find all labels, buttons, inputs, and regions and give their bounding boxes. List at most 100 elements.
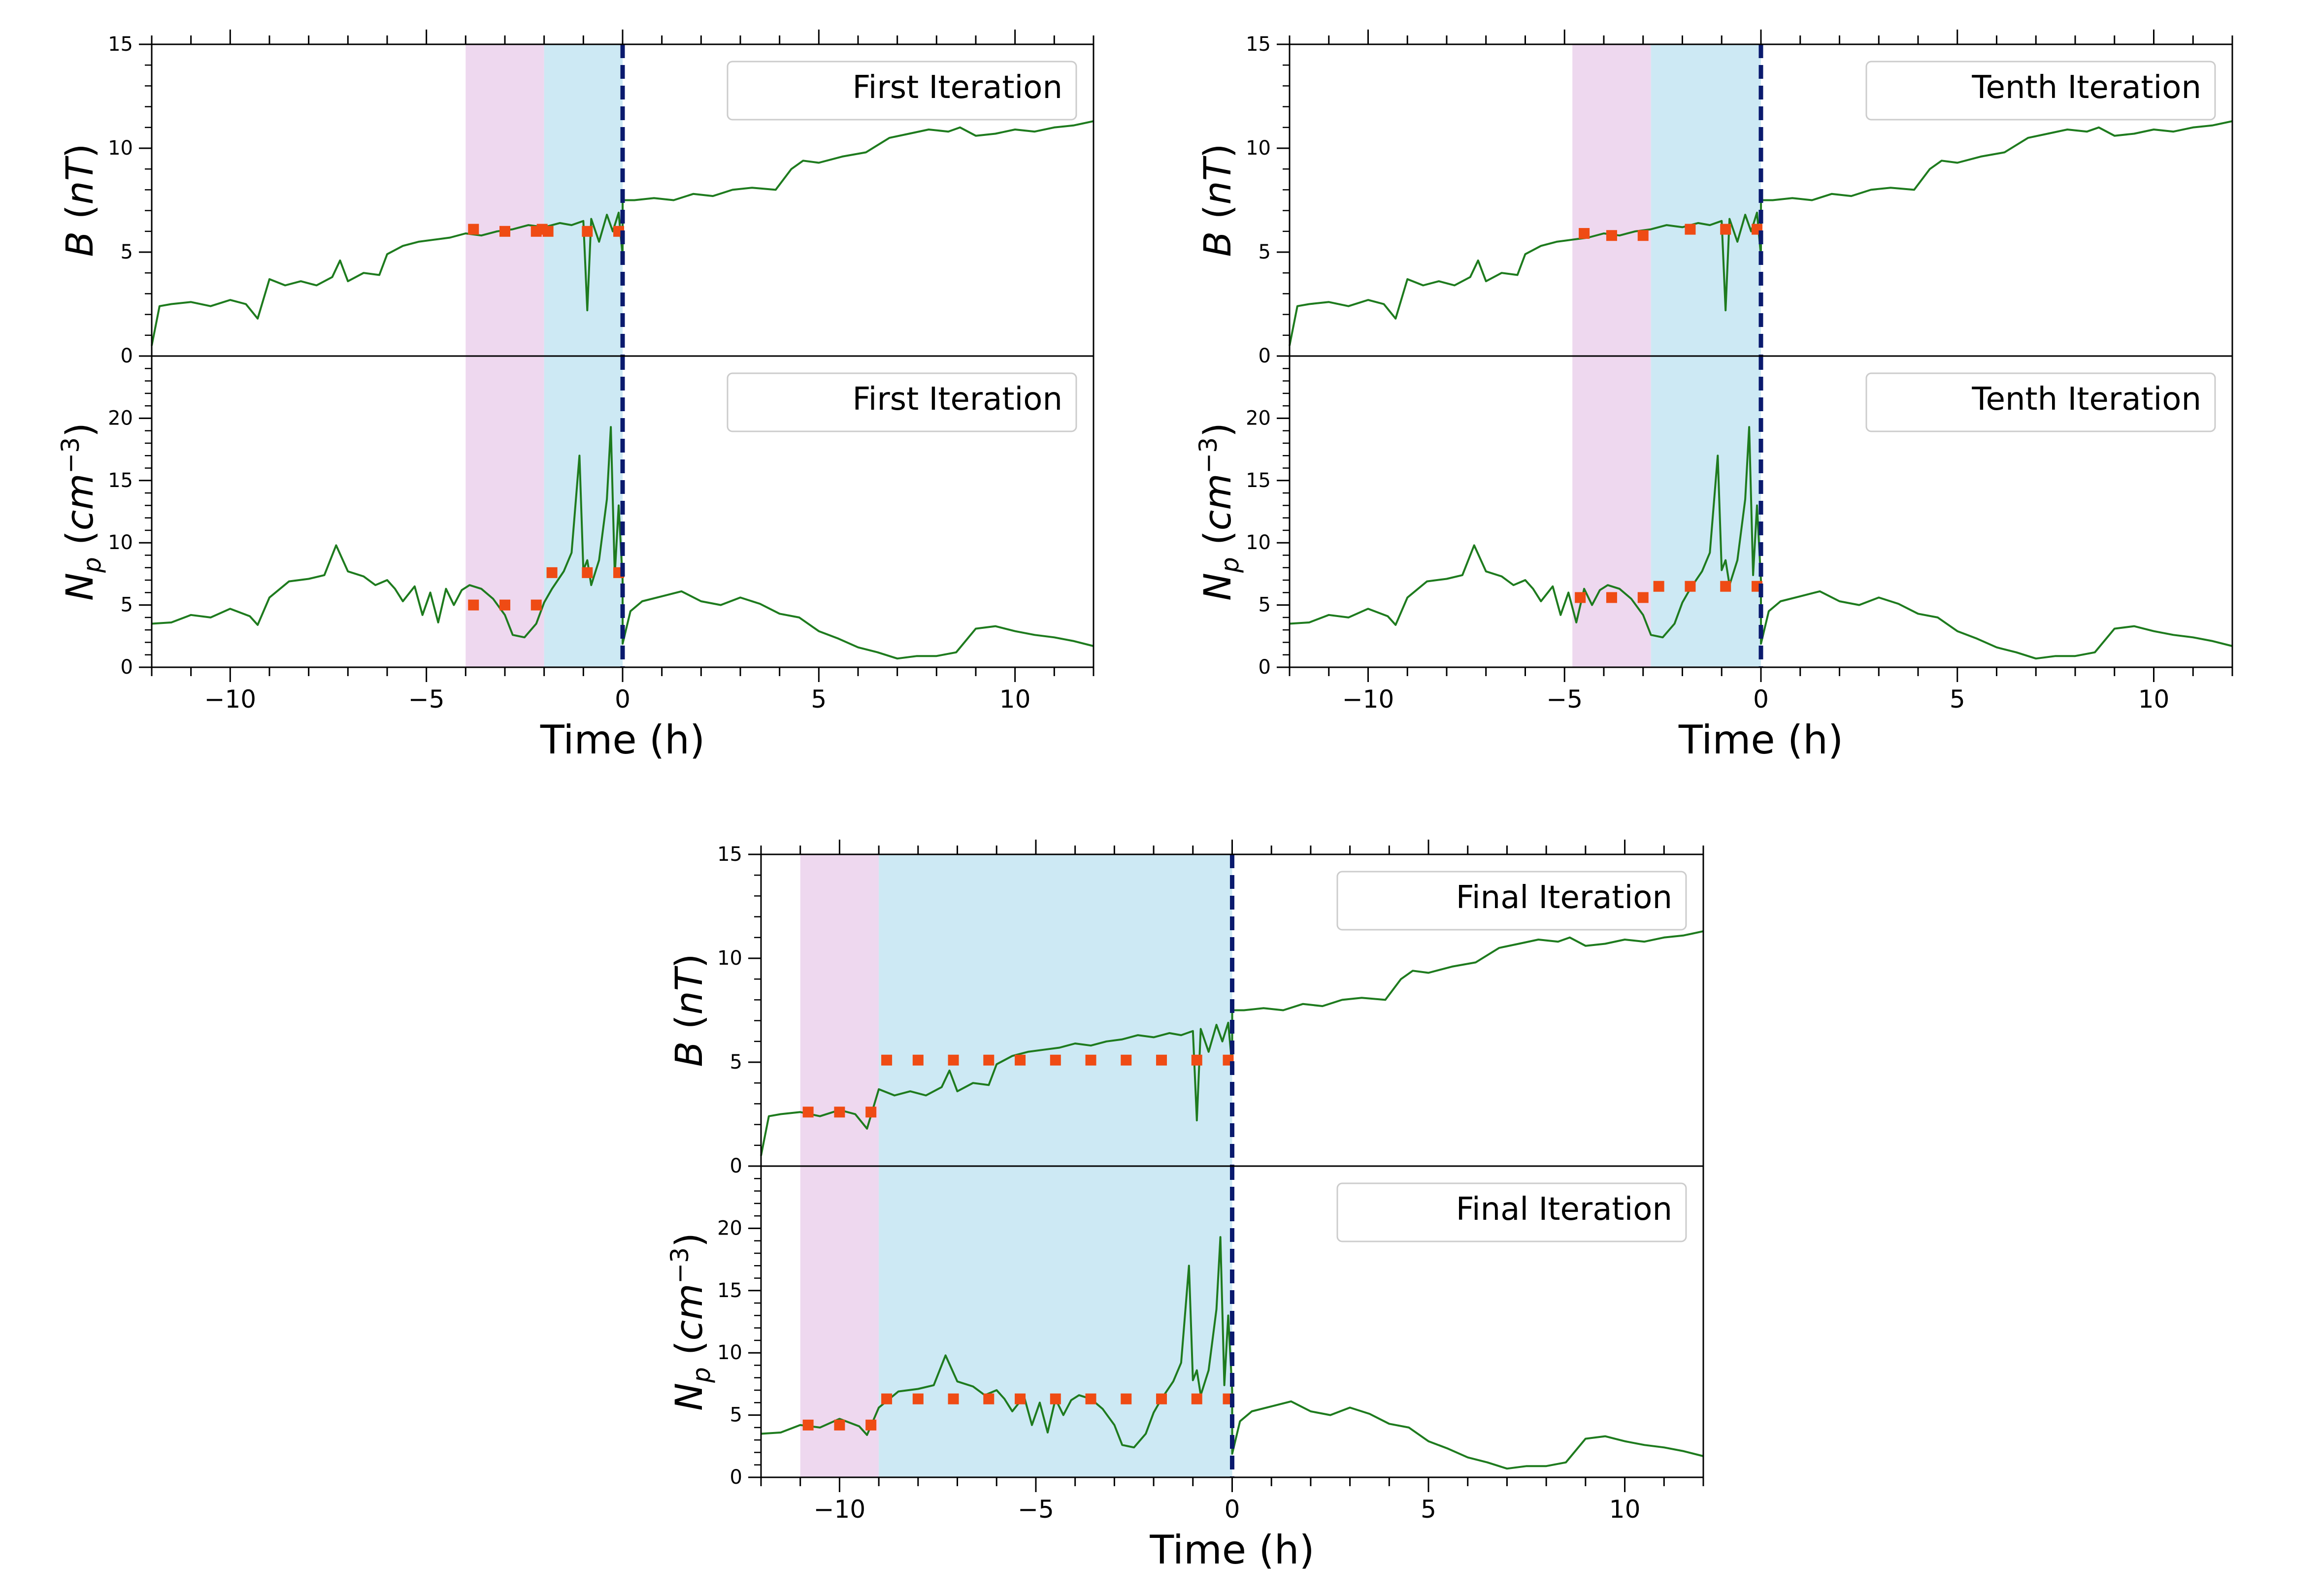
x-tick-label: 5 <box>1950 685 1965 714</box>
fit-point <box>542 226 554 237</box>
axes-b: 0 5 10 15 First Iteration B (nT) <box>58 30 1094 367</box>
legend: Final Iteration <box>1336 1182 1687 1242</box>
fit-point <box>1637 230 1649 241</box>
blue-region <box>1651 44 1761 356</box>
fit-point <box>1575 592 1586 603</box>
x-tick-label: −5 <box>1018 1495 1054 1524</box>
blue-region <box>544 356 623 667</box>
y-tick-label: 0 <box>730 1466 742 1489</box>
signal-line-np <box>761 1236 1704 1470</box>
x-tick-label: −10 <box>814 1495 866 1524</box>
x-tick-label: −5 <box>408 685 445 714</box>
x-tick-label: −10 <box>1342 685 1394 714</box>
x-tick-label: 0 <box>1753 685 1769 714</box>
y-tick-label: 10 <box>108 137 133 160</box>
y-tick-label: 5 <box>730 1404 742 1427</box>
legend-box <box>727 61 1077 121</box>
y-axis-label: B (nT) <box>58 143 101 257</box>
y-label-space: ( <box>667 1340 711 1367</box>
x-tick-label: 10 <box>1609 1495 1641 1524</box>
y-tick-label: 15 <box>1246 469 1271 492</box>
y-label-close: ) <box>1195 423 1239 437</box>
y-label-symbol: N <box>1195 573 1239 601</box>
y-axis-label: Np (cm−3) <box>1194 423 1244 601</box>
fit-point <box>530 599 542 611</box>
y-tick-label: 15 <box>717 1279 742 1302</box>
fit-point <box>983 1054 994 1066</box>
axes-np: 0 5 10 15 20 Tenth Iteration Np (cm−3) <box>1194 355 2233 682</box>
pink-region <box>465 44 544 356</box>
fit-point <box>1579 228 1590 239</box>
legend: First Iteration <box>727 372 1077 432</box>
legend-box <box>727 372 1077 432</box>
fit-point <box>1050 1393 1061 1404</box>
y-label-unit: cm <box>667 1284 711 1341</box>
y-label-exponent: −3 <box>1194 437 1223 474</box>
fit-point <box>1156 1054 1167 1066</box>
y-tick-label: 20 <box>1246 407 1271 429</box>
signal-line-b <box>760 930 1704 1156</box>
fit-point <box>802 1419 814 1431</box>
fit-point <box>582 226 593 237</box>
y-label-space: ( <box>667 1015 711 1042</box>
fit-point <box>1720 224 1731 235</box>
fit-point <box>468 224 479 235</box>
blue-region <box>879 854 1232 1166</box>
fit-point <box>1637 592 1649 603</box>
legend-box <box>1865 372 2216 432</box>
y-tick-label: 15 <box>717 843 742 866</box>
fit-point <box>1720 581 1731 592</box>
y-label-close: ) <box>1195 143 1239 158</box>
y-label-exponent: −3 <box>56 437 85 474</box>
fit-point <box>1606 230 1617 241</box>
fit-point <box>1685 581 1696 592</box>
y-label-symbol: B <box>58 231 101 257</box>
y-label-symbol: B <box>1195 231 1239 257</box>
legend: Tenth Iteration <box>1865 372 2216 432</box>
y-tick-label: 20 <box>717 1217 742 1239</box>
y-axis-label: Np (cm−3) <box>56 423 106 601</box>
fit-point <box>1121 1393 1132 1404</box>
legend-label: First Iteration <box>853 69 1063 106</box>
legend: Tenth Iteration <box>1865 61 2216 121</box>
signal-line-np <box>151 426 1094 660</box>
x-tick-label: 5 <box>1421 1495 1436 1524</box>
fit-point <box>881 1393 893 1404</box>
y-tick-label: 0 <box>1259 656 1271 679</box>
y-tick-label: 5 <box>730 1051 742 1074</box>
blue-region <box>879 1166 1232 1477</box>
legend-label: Final Iteration <box>1456 879 1672 916</box>
pink-region <box>1572 44 1651 356</box>
y-label-space: ( <box>58 205 101 231</box>
legend: Final Iteration <box>1336 871 1687 931</box>
fit-point <box>912 1393 924 1404</box>
y-label-unit: nT <box>1195 155 1239 204</box>
y-tick-label: 10 <box>108 531 133 554</box>
fit-point <box>881 1054 893 1066</box>
y-tick-label: 10 <box>1246 531 1271 554</box>
fit-point <box>983 1393 994 1404</box>
y-tick-label: 0 <box>730 1155 742 1177</box>
signal-line-b <box>1289 120 2233 346</box>
x-tick-label: 5 <box>811 685 827 714</box>
y-tick-label: 0 <box>1259 345 1271 367</box>
y-tick-label: 0 <box>121 345 133 367</box>
y-tick-label: 20 <box>108 407 133 429</box>
pink-region <box>1572 356 1651 667</box>
fit-point <box>1653 581 1664 592</box>
fit-point <box>582 567 593 578</box>
y-tick-label: 10 <box>717 947 742 970</box>
pink-region <box>800 854 879 1166</box>
y-tick-label: 10 <box>1246 137 1271 160</box>
y-tick-label: 15 <box>108 469 133 492</box>
fit-point <box>865 1419 877 1431</box>
blue-region <box>1651 356 1761 667</box>
y-tick-label: 5 <box>1259 594 1271 617</box>
fit-point <box>1685 224 1696 235</box>
y-axis-label: Np (cm−3) <box>665 1233 716 1411</box>
y-label-symbol: N <box>58 573 101 601</box>
x-tick-label: 10 <box>2138 685 2170 714</box>
y-label-subscript: p <box>1216 557 1244 573</box>
